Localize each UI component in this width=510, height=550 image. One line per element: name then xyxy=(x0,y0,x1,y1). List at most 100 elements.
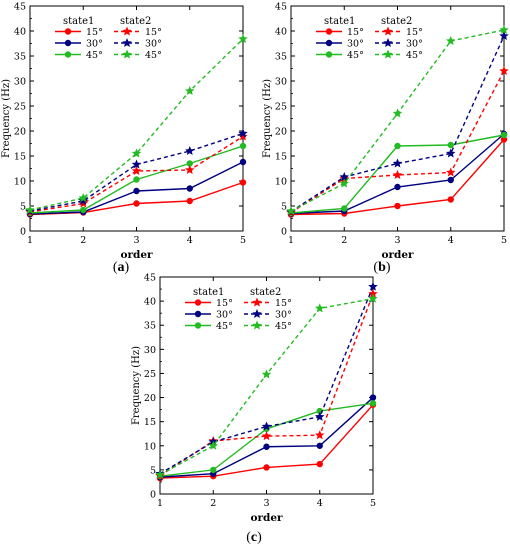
x-tick-label: 3 xyxy=(133,235,139,246)
series-state2-3 xyxy=(155,293,378,479)
y-tick-label: 10 xyxy=(14,177,26,188)
series-state2-3 xyxy=(286,25,509,216)
legend-entry-label: 15° xyxy=(86,27,103,38)
legend-entry-label: 45° xyxy=(86,50,103,61)
data-point xyxy=(210,466,217,474)
y-tick-label: 15 xyxy=(144,417,156,428)
x-tick-label: 1 xyxy=(288,235,294,246)
y-tick-label: 35 xyxy=(14,52,26,63)
x-tick-label: 2 xyxy=(341,235,347,246)
legend-header-state1: state1 xyxy=(63,16,94,27)
legend-entry-label: 45° xyxy=(347,50,364,61)
data-point xyxy=(263,443,270,450)
legend-swatch-marker xyxy=(122,26,132,36)
y-tick-label: 5 xyxy=(150,465,156,476)
y-tick-label: 45 xyxy=(144,273,156,284)
x-tick-label: 3 xyxy=(394,235,400,246)
data-point xyxy=(131,159,142,169)
series-line xyxy=(29,38,244,211)
data-point xyxy=(316,442,323,449)
y-tick-label: 40 xyxy=(144,297,156,308)
plot-frame xyxy=(29,5,244,232)
x-axis-title: order xyxy=(250,512,283,524)
y-tick-label: 30 xyxy=(14,77,26,88)
data-point xyxy=(261,431,272,441)
data-point xyxy=(394,142,401,150)
data-point xyxy=(261,369,272,379)
y-tick-label: 25 xyxy=(14,102,26,113)
panel-label: (a) xyxy=(113,260,130,275)
x-tick-label: 4 xyxy=(448,235,454,246)
data-point xyxy=(131,148,142,158)
x-tick-label: 4 xyxy=(317,498,323,509)
data-point xyxy=(369,400,377,407)
y-tick-label: 30 xyxy=(144,345,156,356)
series-line xyxy=(29,181,244,216)
y-tick-label: 25 xyxy=(275,102,287,113)
legend-swatch-marker xyxy=(325,39,333,47)
x-tick-label: 4 xyxy=(187,235,193,246)
data-point xyxy=(447,176,454,184)
y-tick-label: 30 xyxy=(275,77,287,88)
data-point xyxy=(286,206,296,216)
legend-header-state2: state2 xyxy=(120,16,151,27)
data-point xyxy=(80,206,87,214)
y-tick-label: 0 xyxy=(281,227,287,238)
series-line xyxy=(290,35,505,213)
legend-entry-label: 30° xyxy=(86,39,103,50)
data-point xyxy=(239,179,247,186)
data-point xyxy=(392,108,403,118)
y-tick-label: 10 xyxy=(144,441,156,452)
data-point xyxy=(185,165,195,175)
x-tick-label: 2 xyxy=(210,498,216,509)
panel-label: (c) xyxy=(246,530,262,545)
data-point xyxy=(208,440,218,450)
y-tick-label: 35 xyxy=(275,52,287,63)
data-point xyxy=(133,187,140,195)
legend-header-state1: state1 xyxy=(193,287,224,298)
y-axis-title: Frequency (Hz) xyxy=(262,79,273,158)
legend-entry-label: 45° xyxy=(216,321,233,332)
legend-swatch-marker xyxy=(325,28,333,35)
legend-swatch-marker xyxy=(194,299,202,306)
legend-swatch-marker xyxy=(383,38,393,48)
data-point xyxy=(155,469,165,479)
series-state2-1 xyxy=(286,66,509,217)
data-point xyxy=(447,196,454,203)
data-point xyxy=(263,464,270,471)
data-point xyxy=(315,303,325,313)
legend-swatch-marker xyxy=(122,38,132,48)
data-point xyxy=(186,185,193,192)
legend-swatch-marker xyxy=(64,51,72,58)
legend-header-state2: state2 xyxy=(250,287,281,298)
series-state2-1 xyxy=(155,288,378,480)
y-tick-label: 35 xyxy=(144,321,156,332)
data-point xyxy=(341,205,348,212)
data-point xyxy=(446,36,456,46)
series-state2-3 xyxy=(25,34,248,215)
y-tick-label: 10 xyxy=(275,177,287,188)
data-point xyxy=(392,170,403,180)
data-point xyxy=(499,31,509,41)
series-line xyxy=(29,135,244,213)
legend-entry-label: 45° xyxy=(275,321,292,332)
x-axis-title: order xyxy=(120,249,153,261)
legend-swatch-marker xyxy=(252,309,262,319)
y-tick-label: 45 xyxy=(14,2,26,13)
y-axis-title: Frequency (Hz) xyxy=(1,79,12,158)
legend-entry-label: 45° xyxy=(145,50,162,61)
data-point xyxy=(133,176,140,183)
legend-swatch-marker xyxy=(64,28,72,35)
data-point xyxy=(78,196,88,206)
legend-entry-label: 30° xyxy=(347,39,364,50)
legend-entry-label: 30° xyxy=(275,310,292,321)
data-point xyxy=(25,205,35,215)
x-tick-label: 5 xyxy=(370,498,376,509)
legend-swatch-marker xyxy=(325,51,333,58)
data-point xyxy=(499,25,509,35)
